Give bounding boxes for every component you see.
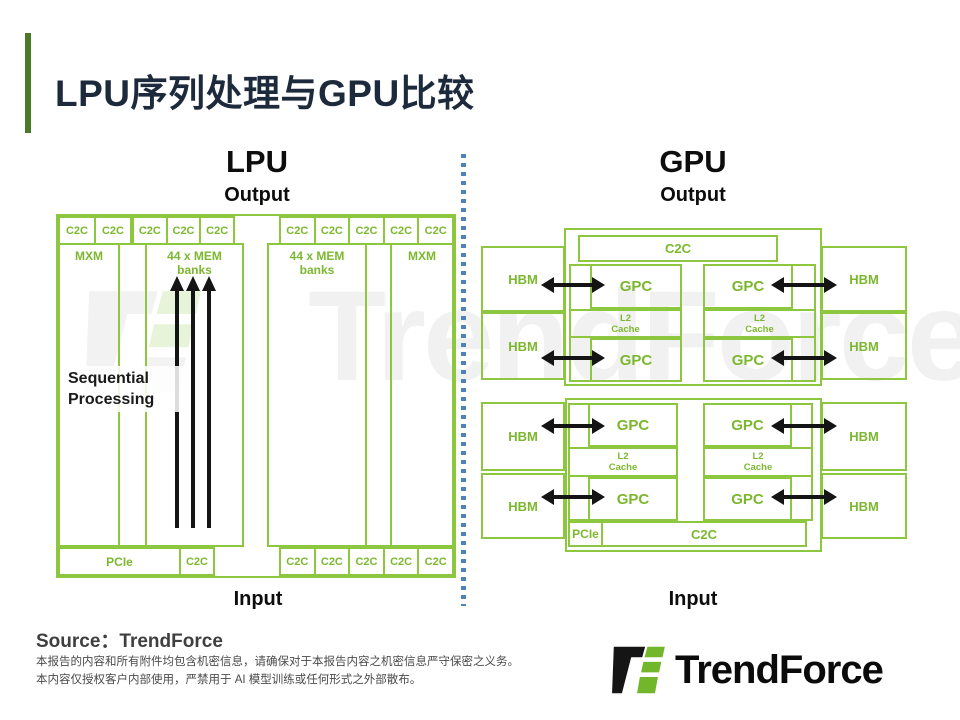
hbm-gpc-arrow [541,418,605,434]
hbm-gpc-arrow [541,489,605,505]
gpu-l2-cache-box: L2 Cache [568,447,678,477]
gpu-c2c-bar: C2C [578,235,778,262]
footer-disclaimer: 本报告的内容和所有附件均包含机密信息，请确保对于本报告内容之机密信息严守保密之义… [36,653,519,689]
lpu-c2c-cell: C2C [350,216,385,245]
lpu-mem-banks-label: 44 x MEM banks [289,249,345,277]
lpu-c2c-cell: C2C [350,547,385,576]
gpu-l2-cache-box: L2 Cache [703,309,816,338]
lpu-c2c-cell: C2C [132,216,168,245]
lpu-pcie-group: PCIe [58,547,181,576]
title-accent-bar [25,33,31,133]
lpu-c2c-cell: C2C [279,216,316,245]
gpu-l2-cache-box: L2 Cache [703,447,813,477]
hbm-gpc-arrow [771,418,837,434]
sequential-flow-up-arrow [202,276,216,528]
lpu-narrow-column-right [365,243,392,547]
sequential-flow-up-arrow [186,276,200,528]
source-label: Source：TrendForce [36,631,223,652]
page-title: LPU序列处理与GPU比较 [55,73,475,114]
lpu-top-c2c-group-3: C2C C2C C2C C2C C2C [279,216,454,245]
lpu-chip-box: C2C C2C C2C C2C C2C C2C C2C C2C C2C C2C … [56,214,456,578]
gpu-gpc-box: GPC [590,338,682,382]
lpu-bottom-c2c-single: C2C [179,547,215,576]
lpu-c2c-cell: C2C [384,547,420,576]
lpu-bottom-c2c-group: C2C C2C C2C C2C C2C [279,547,454,576]
hbm-gpc-arrow [771,489,837,505]
gpu-hbm-box: HBM [481,312,565,380]
lpu-c2c-cell: C2C [279,547,316,576]
lpu-c2c-cell: C2C [384,216,420,245]
gpu-output-label: Output [660,184,726,206]
lpu-c2c-cell: C2C [315,216,351,245]
gpu-pcie-box: PCIe [568,521,603,547]
trendforce-logo-icon [612,646,665,694]
lpu-pcie-cell: PCIe [58,547,181,576]
lpu-c2c-cell: C2C [96,216,132,245]
hbm-gpc-arrow [771,350,837,366]
trendforce-logo-text: TrendForce [675,647,884,692]
gpu-hbm-box: HBM [821,246,907,312]
hbm-gpc-arrow [541,277,605,293]
gpu-hbm-box: HBM [481,402,565,471]
sequential-processing-label: Sequential Processing [66,366,190,412]
lpu-heading: LPU [226,144,288,179]
gpu-hbm-box: HBM [821,473,907,539]
gpu-gpc-box: GPC [703,338,793,382]
lpu-c2c-cell: C2C [201,216,236,245]
lpu-c2c-cell: C2C [419,216,454,245]
gpu-hbm-box: HBM [821,402,907,471]
lpu-gpu-divider-dotted-line [461,154,466,606]
gpu-gpc-box: GPC [703,477,792,521]
lpu-c2c-cell: C2C [315,547,351,576]
gpu-l2-cache-box: L2 Cache [569,309,682,338]
lpu-mxm-label: MXM [75,249,103,263]
lpu-mem-banks-column-right: 44 x MEM banks [267,243,367,547]
lpu-mxm-label: MXM [408,249,436,263]
lpu-output-label: Output [224,184,290,206]
gpu-upper-die-box: C2C GPC L2 Cache GPC GPC L2 Cache GPC [564,228,822,386]
lpu-c2c-cell: C2C [419,547,454,576]
lpu-top-c2c-group-2: C2C C2C C2C [132,216,236,245]
gpu-c2c-bar-bottom: C2C [601,521,807,547]
lpu-c2c-cell: C2C [167,216,202,245]
gpu-input-label: Input [668,588,718,610]
disclaimer-line-1: 本报告的内容和所有附件均包含机密信息，请确保对于本报告内容之机密信息严守保密之义… [36,656,519,668]
lpu-c2c-cell: C2C [179,547,215,576]
disclaimer-line-2: 本内容仅授权客户内部使用，严禁用于 AI 模型训练或任何形式之外部散布。 [36,674,422,686]
gpu-hbm-box: HBM [821,312,907,380]
gpu-lower-die-box: GPC L2 Cache GPC GPC L2 Cache GPC PCIe C… [565,398,822,552]
lpu-top-c2c-group-1: C2C C2C [58,216,132,245]
lpu-mxm-column-right: MXM [390,243,454,547]
hbm-gpc-arrow [541,350,605,366]
lpu-input-label: Input [233,588,283,610]
lpu-mem-banks-label: 44 x MEM banks [167,249,222,277]
gpu-gpc-box: GPC [588,477,678,521]
gpu-hbm-box: HBM [481,473,565,539]
trendforce-logo: TrendForce [608,642,884,698]
gpu-heading: GPU [659,144,727,179]
hbm-gpc-arrow [771,277,837,293]
lpu-c2c-cell: C2C [58,216,96,245]
